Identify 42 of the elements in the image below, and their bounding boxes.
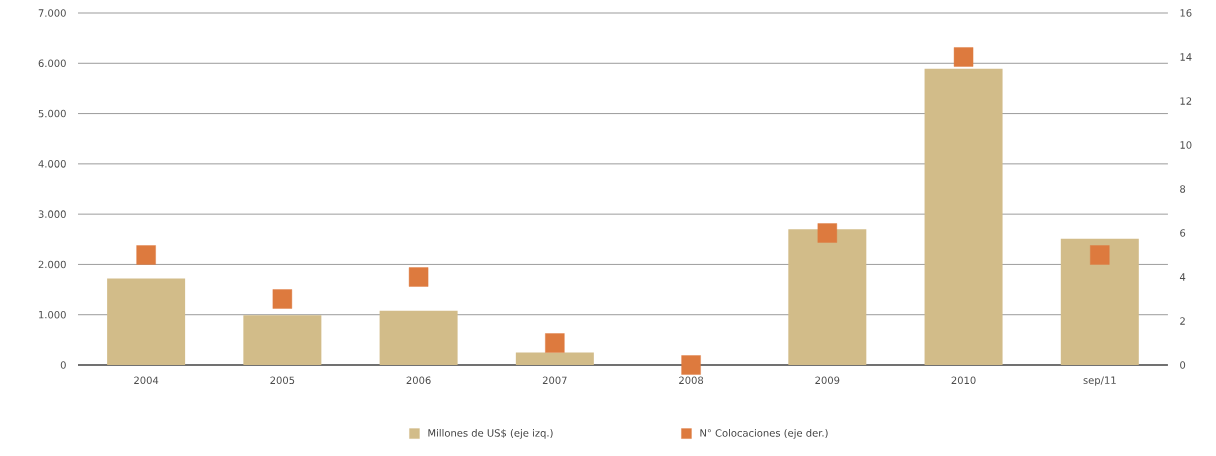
y-tick-label: 5.000 — [38, 109, 66, 118]
x-tick-label: 2008 — [679, 376, 704, 385]
bar — [107, 278, 186, 365]
y-tick-label: 2.000 — [38, 260, 66, 269]
x-tick-label: sep/11 — [1083, 376, 1116, 386]
y2-tick-label: 6 — [1180, 229, 1186, 237]
legend-label: N° Colocaciones (eje der.) — [700, 429, 828, 439]
point — [817, 223, 838, 243]
y2-tick-label: 8 — [1180, 185, 1186, 193]
x-tick-label: 2010 — [951, 376, 976, 385]
y-tick-label: 6.000 — [38, 59, 66, 68]
y2-tick-label: 0 — [1180, 361, 1186, 369]
x-tick-label: 2007 — [542, 376, 567, 385]
y2-tick-label: 12 — [1180, 97, 1192, 105]
point — [545, 333, 565, 353]
bar — [788, 229, 867, 365]
y-tick-label: 3.000 — [38, 210, 66, 218]
bar — [515, 352, 594, 365]
point — [136, 245, 156, 265]
y2-tick-label: 10 — [1180, 141, 1192, 149]
legend-label: Millones de US$ (eje izq.) — [428, 429, 553, 439]
x-tick-label: 2005 — [270, 376, 295, 385]
bar — [1060, 238, 1139, 365]
x-tick-label: 2006 — [406, 376, 431, 385]
y-tick-label: 4.000 — [38, 160, 66, 168]
point — [681, 355, 701, 375]
point — [272, 289, 293, 309]
y2-tick-label: 2 — [1180, 317, 1185, 325]
point — [1090, 245, 1110, 265]
bar — [924, 68, 1003, 365]
y2-tick-label: 14 — [1180, 53, 1192, 61]
bar — [243, 315, 322, 365]
y2-tick-label: 4 — [1179, 273, 1186, 281]
y-tick-label: 0 — [60, 361, 66, 369]
point — [953, 47, 974, 67]
x-tick-label: 2004 — [134, 376, 159, 385]
point — [408, 267, 429, 287]
bar — [379, 310, 458, 365]
y-tick-label: 1.000 — [39, 310, 66, 319]
y2-tick-label: 16 — [1180, 9, 1192, 17]
x-tick-label: 2009 — [815, 376, 840, 385]
y-tick-label: 7.000 — [38, 9, 66, 17]
